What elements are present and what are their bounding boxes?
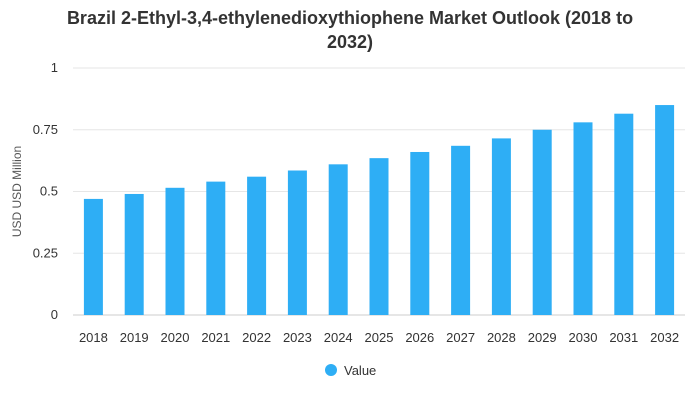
bar-2030[interactable] <box>573 122 593 315</box>
legend-label[interactable]: Value <box>344 363 376 378</box>
x-tick-label: 2021 <box>201 330 230 345</box>
bar-2028[interactable] <box>491 138 511 315</box>
bar-2023[interactable] <box>287 170 307 315</box>
bars <box>83 105 675 315</box>
x-tick-label: 2019 <box>120 330 149 345</box>
y-axis-ticks: 0 0.25 0.5 0.75 1 <box>33 60 58 322</box>
bar-2022[interactable] <box>247 176 267 315</box>
bar-2031[interactable] <box>614 113 634 315</box>
bar-2032[interactable] <box>655 105 675 315</box>
bar-2019[interactable] <box>124 193 144 315</box>
y-tick-label: 0.75 <box>33 122 58 137</box>
x-axis-ticks: 2018 2019 2020 2021 2022 2023 2024 2025 2026 2027… <box>79 330 679 345</box>
chart-title-line-2: 2032) <box>326 32 374 52</box>
x-tick-label: 2028 <box>487 330 516 345</box>
x-tick-label: 2029 <box>528 330 557 345</box>
x-tick-label: 2024 <box>324 330 353 345</box>
bar-2021[interactable] <box>206 181 226 315</box>
x-tick-label: 2030 <box>569 330 598 345</box>
x-tick-label: 2026 <box>405 330 434 345</box>
legend-marker[interactable] <box>325 364 337 376</box>
x-tick-label: 2020 <box>161 330 190 345</box>
bar-2026[interactable] <box>410 151 430 315</box>
x-tick-label: 2027 <box>446 330 475 345</box>
x-tick-label: 2031 <box>609 330 638 345</box>
x-tick-label: 2032 <box>650 330 679 345</box>
bar-2027[interactable] <box>451 145 471 315</box>
bar-2020[interactable] <box>165 187 185 315</box>
y-tick-label: 1 <box>51 60 58 75</box>
y-axis-label: USD USD Million <box>10 146 24 237</box>
y-tick-label: 0.5 <box>40 184 58 199</box>
bar-2018[interactable] <box>83 198 103 315</box>
legend[interactable]: Value <box>325 363 376 378</box>
x-tick-label: 2018 <box>79 330 108 345</box>
x-tick-label: 2023 <box>283 330 312 345</box>
chart-title: Brazil 2-Ethyl-3,4-ethylenedioxythiophen… <box>0 6 700 54</box>
bar-2029[interactable] <box>532 129 552 315</box>
x-tick-label: 2022 <box>242 330 271 345</box>
y-tick-label: 0 <box>51 307 58 322</box>
y-tick-label: 0.25 <box>33 245 58 260</box>
x-tick-label: 2025 <box>365 330 394 345</box>
bar-2025[interactable] <box>369 158 389 315</box>
chart-title-line-1: Brazil 2-Ethyl-3,4-ethylenedioxythiophen… <box>66 8 634 28</box>
bar-2024[interactable] <box>328 164 348 315</box>
